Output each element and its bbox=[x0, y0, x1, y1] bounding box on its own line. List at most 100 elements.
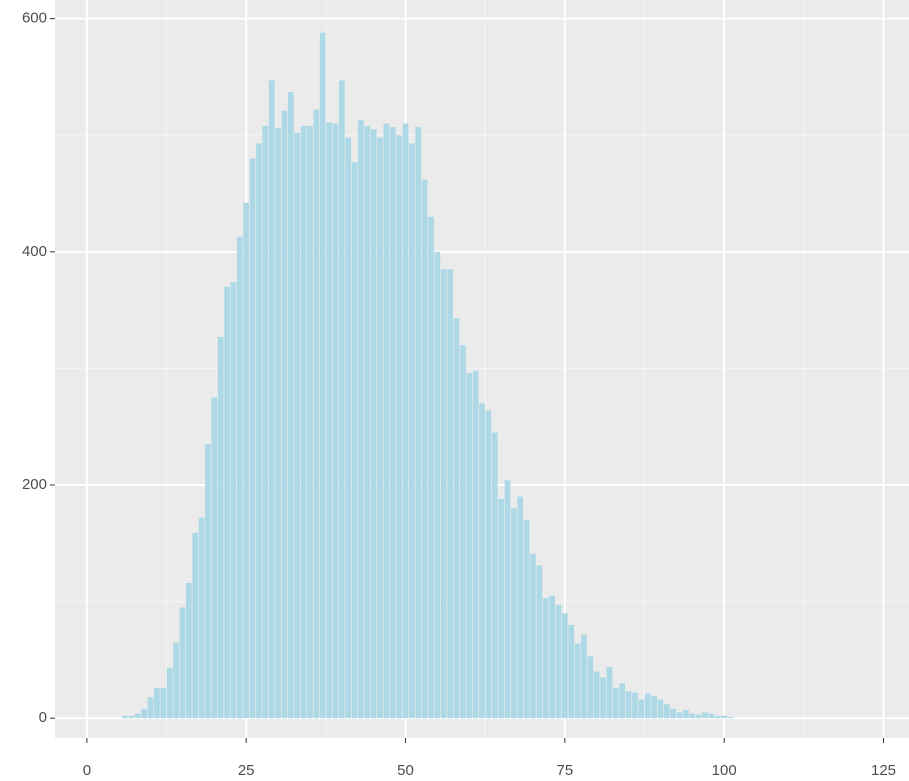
bar bbox=[466, 373, 473, 719]
bar bbox=[217, 336, 224, 719]
bar bbox=[415, 127, 422, 719]
bar bbox=[625, 691, 632, 719]
bar bbox=[243, 202, 250, 719]
bar bbox=[510, 508, 517, 719]
y-tick-label: 200 bbox=[22, 476, 47, 493]
bar bbox=[727, 717, 734, 719]
bar bbox=[230, 282, 237, 719]
bar bbox=[173, 642, 179, 719]
y-tick-label: 0 bbox=[39, 709, 47, 726]
bar bbox=[574, 643, 581, 719]
bar bbox=[128, 715, 135, 719]
bar bbox=[434, 251, 441, 719]
bar bbox=[479, 403, 485, 719]
bar bbox=[262, 125, 269, 719]
bar bbox=[402, 123, 409, 719]
bar bbox=[287, 92, 294, 719]
bar bbox=[561, 613, 568, 719]
bar bbox=[638, 699, 645, 719]
bar bbox=[676, 712, 683, 719]
x-tick-label: 0 bbox=[83, 762, 91, 779]
bar bbox=[428, 216, 434, 719]
bar bbox=[683, 710, 689, 719]
bar bbox=[440, 269, 447, 719]
bar bbox=[708, 713, 715, 719]
bar bbox=[307, 125, 313, 719]
bar bbox=[542, 598, 549, 719]
bar bbox=[179, 607, 186, 719]
bar bbox=[249, 158, 256, 719]
bar bbox=[211, 397, 218, 719]
bar bbox=[460, 345, 466, 719]
bar bbox=[612, 687, 619, 719]
bar bbox=[491, 432, 498, 719]
bar bbox=[568, 624, 575, 719]
bar bbox=[294, 132, 301, 719]
bar bbox=[536, 565, 543, 719]
bar bbox=[485, 410, 492, 719]
bar bbox=[695, 714, 702, 719]
bar bbox=[358, 120, 364, 719]
bar bbox=[134, 713, 141, 719]
bar bbox=[409, 143, 415, 719]
bar bbox=[389, 127, 396, 719]
bar bbox=[122, 715, 128, 719]
bar bbox=[670, 708, 677, 719]
bar bbox=[587, 656, 594, 719]
bar bbox=[141, 708, 148, 719]
bar bbox=[555, 605, 562, 719]
x-tick-label: 100 bbox=[712, 762, 737, 779]
bar bbox=[714, 715, 721, 719]
bar bbox=[523, 519, 530, 719]
x-tick-label: 25 bbox=[238, 762, 255, 779]
bar bbox=[370, 129, 377, 719]
bar bbox=[383, 123, 390, 719]
bar bbox=[147, 697, 154, 719]
bar bbox=[351, 162, 358, 719]
bar bbox=[651, 696, 657, 719]
bar bbox=[472, 370, 479, 719]
bar bbox=[689, 713, 696, 719]
bar bbox=[549, 595, 555, 719]
bar bbox=[166, 668, 173, 719]
bar bbox=[198, 517, 205, 719]
bar bbox=[657, 699, 664, 719]
bar bbox=[453, 318, 460, 719]
y-tick-label: 400 bbox=[22, 243, 47, 260]
bar bbox=[160, 687, 167, 719]
bar bbox=[644, 693, 651, 719]
x-tick-label: 125 bbox=[871, 762, 896, 779]
bar bbox=[313, 109, 320, 719]
bar bbox=[275, 128, 281, 719]
bar bbox=[345, 137, 352, 719]
bar bbox=[185, 582, 192, 719]
bar bbox=[192, 532, 199, 719]
bar bbox=[600, 677, 606, 719]
bar bbox=[619, 683, 626, 719]
bar bbox=[332, 123, 339, 719]
y-tick-label: 600 bbox=[22, 10, 47, 27]
bar bbox=[663, 704, 670, 719]
bar bbox=[504, 480, 511, 719]
bar bbox=[632, 692, 638, 719]
bar bbox=[319, 32, 326, 719]
bar bbox=[326, 122, 332, 719]
bar bbox=[498, 498, 504, 719]
x-tick-label: 50 bbox=[397, 762, 414, 779]
bar bbox=[205, 444, 211, 719]
bar bbox=[606, 666, 613, 719]
bar bbox=[593, 671, 600, 719]
bar bbox=[447, 269, 454, 719]
bar bbox=[396, 135, 403, 719]
bar bbox=[377, 137, 383, 719]
bar bbox=[224, 286, 230, 719]
bar bbox=[581, 634, 587, 719]
bar bbox=[702, 712, 708, 719]
bar bbox=[236, 236, 243, 719]
bar bbox=[256, 143, 262, 719]
bar bbox=[154, 687, 160, 719]
bar bbox=[530, 553, 536, 719]
bar bbox=[300, 125, 307, 719]
